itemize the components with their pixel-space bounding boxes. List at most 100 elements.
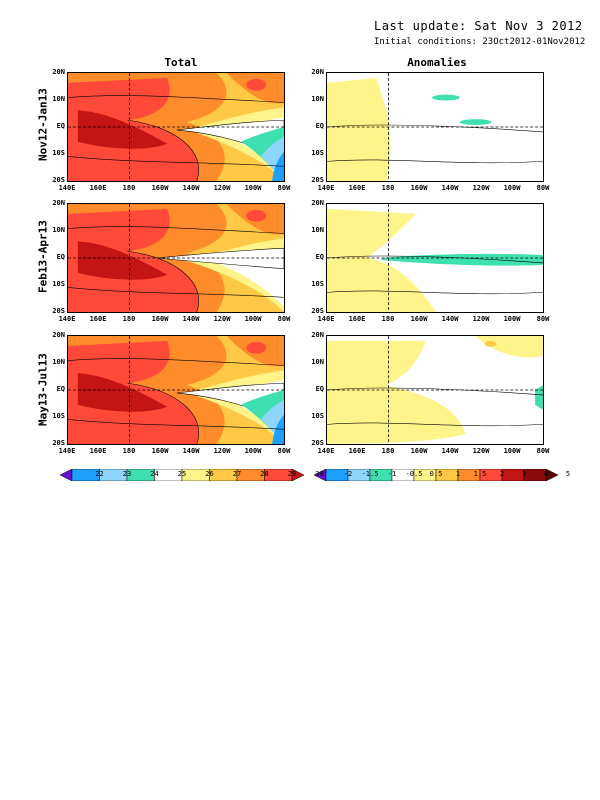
- latitude-label: EQ: [56, 385, 65, 393]
- colorbar-tick-label: 27: [232, 470, 242, 478]
- colorbar-tick-label: 23: [122, 470, 132, 478]
- latitude-label: 10S: [52, 412, 65, 420]
- longitude-label: 120W: [213, 447, 231, 455]
- longitude-label: 160W: [151, 184, 169, 192]
- colorbar-tick-label: 29: [287, 470, 297, 478]
- anomaly-map-1: [326, 72, 544, 182]
- latitude-label: EQ: [56, 253, 65, 261]
- column-title-total: Total: [164, 56, 198, 69]
- longitude-label: 140E: [58, 184, 76, 192]
- latitude-label: 20S: [52, 307, 65, 315]
- latitude-label: 10N: [52, 226, 65, 234]
- longitude-label: 160E: [89, 447, 107, 455]
- colorbar-tick-label: 30: [315, 470, 324, 478]
- longitude-label: 180: [122, 447, 136, 455]
- longitude-label: 100W: [503, 315, 521, 323]
- longitude-label: 140W: [182, 184, 200, 192]
- longitude-label: 160W: [151, 447, 169, 455]
- latitude-label: 20N: [311, 199, 324, 207]
- longitude-label: 140W: [182, 447, 200, 455]
- longitude-label: 80W: [536, 315, 550, 323]
- colorbar-tick-label: -1.5: [361, 470, 379, 478]
- longitude-label: 180: [381, 447, 395, 455]
- longitude-label: 160W: [410, 184, 428, 192]
- longitude-label: 160E: [348, 184, 366, 192]
- last-update-text: Last update: Sat Nov 3 2012: [374, 19, 583, 33]
- longitude-label: 160E: [89, 315, 107, 323]
- colorbar-tick-label: 28: [260, 470, 269, 478]
- longitude-label: 140W: [441, 184, 459, 192]
- column-title-anomalies: Anomalies: [407, 56, 467, 69]
- longitude-label: 160E: [348, 315, 366, 323]
- longitude-label: 80W: [277, 447, 291, 455]
- latitude-label: 10N: [52, 358, 65, 366]
- latitude-label: 10S: [311, 149, 324, 157]
- colorbar-tick-label: -2: [343, 470, 353, 478]
- latitude-label: 20S: [311, 307, 324, 315]
- longitude-label: 140W: [182, 315, 200, 323]
- latitude-label: EQ: [315, 253, 324, 261]
- colorbar-anomalies: [313, 466, 559, 485]
- latitude-label: 20N: [52, 199, 65, 207]
- latitude-label: 20S: [311, 439, 324, 447]
- longitude-label: 180: [122, 184, 136, 192]
- longitude-label: 140E: [58, 315, 76, 323]
- longitude-label: 140E: [317, 184, 335, 192]
- longitude-label: 80W: [277, 315, 291, 323]
- longitude-label: 140W: [441, 315, 459, 323]
- total-map-2: [67, 203, 285, 313]
- longitude-label: 180: [381, 315, 395, 323]
- latitude-label: 10N: [311, 95, 324, 103]
- colorbar-tick-label: 0.5: [429, 470, 443, 478]
- colorbar-tick-label: 4: [543, 470, 549, 478]
- latitude-label: 10N: [52, 95, 65, 103]
- anomaly-map-3: [326, 335, 544, 445]
- latitude-label: EQ: [315, 385, 324, 393]
- longitude-label: 160W: [410, 315, 428, 323]
- longitude-label: 160E: [348, 447, 366, 455]
- longitude-label: 180: [381, 184, 395, 192]
- colorbar-total: [59, 466, 305, 485]
- longitude-label: 100W: [503, 184, 521, 192]
- longitude-label: 80W: [536, 447, 550, 455]
- colorbar-tick-label: 26: [205, 470, 214, 478]
- longitude-label: 100W: [503, 447, 521, 455]
- initial-conditions-text: Initial conditions: 23Oct2012-01Nov2012: [374, 37, 586, 47]
- anomaly-map-2: [326, 203, 544, 313]
- latitude-label: 10S: [52, 149, 65, 157]
- longitude-label: 140E: [317, 315, 335, 323]
- latitude-label: 20N: [311, 68, 324, 76]
- latitude-label: 20S: [52, 439, 65, 447]
- colorbar-tick-label: -1: [387, 470, 397, 478]
- latitude-label: 10S: [52, 280, 65, 288]
- longitude-label: 140W: [441, 447, 459, 455]
- longitude-label: 180: [122, 315, 136, 323]
- longitude-label: 120W: [472, 315, 490, 323]
- longitude-label: 80W: [277, 184, 291, 192]
- longitude-label: 140E: [58, 447, 76, 455]
- latitude-label: 20N: [311, 331, 324, 339]
- longitude-label: 160W: [410, 447, 428, 455]
- colorbar-tick-label: -0.5: [405, 470, 423, 478]
- latitude-label: 20N: [52, 68, 65, 76]
- latitude-label: 10S: [311, 280, 324, 288]
- longitude-label: 140E: [317, 447, 335, 455]
- colorbar-tick-label: 2: [499, 470, 505, 478]
- colorbar-tick-label: 24: [150, 470, 159, 478]
- colorbar-tick-label: 3: [521, 470, 527, 478]
- latitude-label: 10N: [311, 226, 324, 234]
- longitude-label: 160W: [151, 315, 169, 323]
- colorbar-tick-label: 5: [565, 470, 571, 478]
- longitude-label: 100W: [244, 315, 262, 323]
- longitude-label: 100W: [244, 184, 262, 192]
- total-map-1: [67, 72, 285, 182]
- longitude-label: 120W: [213, 315, 231, 323]
- latitude-label: 20S: [52, 176, 65, 184]
- longitude-label: 160E: [89, 184, 107, 192]
- latitude-label: 20S: [311, 176, 324, 184]
- longitude-label: 120W: [472, 447, 490, 455]
- total-map-3: [67, 335, 285, 445]
- latitude-label: 10S: [311, 412, 324, 420]
- colorbar-tick-label: 22: [95, 470, 104, 478]
- latitude-label: EQ: [315, 122, 324, 130]
